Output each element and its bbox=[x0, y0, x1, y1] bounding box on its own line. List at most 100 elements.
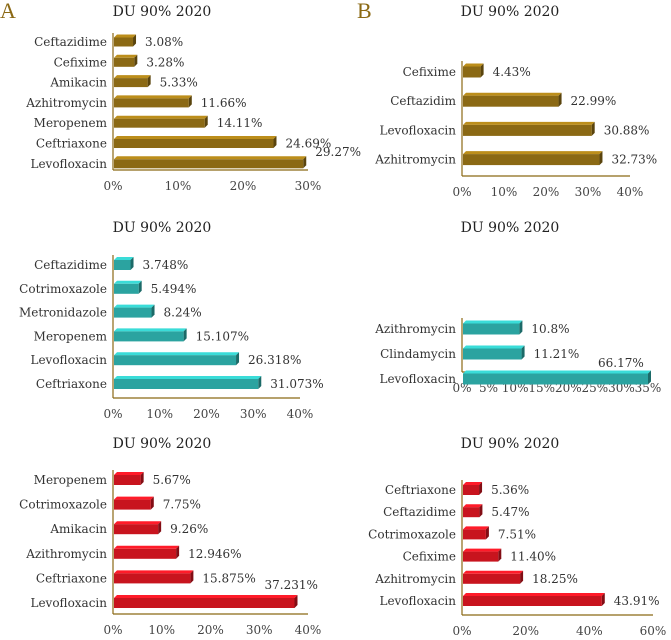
chart-1-category-label: Azhitromycin bbox=[374, 153, 456, 167]
chart-0-bar-side bbox=[273, 136, 277, 148]
chart-4-tick-label: 30% bbox=[246, 623, 273, 637]
chart-2-bar bbox=[114, 331, 184, 342]
chart-3-category-label: Azithromycin bbox=[374, 322, 456, 336]
chart-4-tick-label: 10% bbox=[148, 623, 175, 637]
chart-3-value-label: 66.17% bbox=[598, 356, 644, 370]
chart-1-bar-side bbox=[599, 151, 603, 166]
chart-2-value-label: 8.24% bbox=[164, 306, 202, 320]
chart-3-value-label: 10.8% bbox=[531, 322, 569, 336]
chart-5-bar-side bbox=[520, 570, 524, 584]
chart-0-bar bbox=[114, 37, 134, 47]
chart-0-value-label: 24.69% bbox=[285, 137, 331, 151]
chart-0-value-label: 11.66% bbox=[201, 96, 247, 110]
chart-5-tick-label: 60% bbox=[640, 624, 667, 638]
chart-1-tick-label: 30% bbox=[575, 185, 602, 199]
chart-2-category-label: Meropenem bbox=[34, 329, 108, 343]
chart-2-tick-label: 40% bbox=[287, 407, 314, 421]
chart-5-bar-top bbox=[463, 570, 524, 574]
chart-0-bar bbox=[114, 139, 274, 148]
chart-4-category-label: Ceftriaxone bbox=[36, 571, 107, 585]
chart-2-tick-label: 20% bbox=[193, 407, 220, 421]
chart-4-value-label: 12.946% bbox=[188, 547, 241, 561]
chart-2-value-label: 5.494% bbox=[151, 282, 197, 296]
chart-1-tick-label: 20% bbox=[533, 185, 560, 199]
chart-3-title: DU 90% 2020 bbox=[461, 220, 560, 236]
chart-5-bar-side bbox=[485, 526, 489, 540]
chart-0-bar-top bbox=[114, 156, 307, 160]
chart-4-bar-side bbox=[158, 521, 162, 535]
chart-2-category-label: Ceftazidime bbox=[34, 258, 107, 272]
chart-0-category-label: Meropenem bbox=[34, 116, 108, 130]
chart-3-bar-side bbox=[519, 320, 523, 335]
chart-3-bar-side bbox=[521, 345, 525, 360]
chart-5-bar-top bbox=[463, 526, 489, 530]
chart-2-value-label: 31.073% bbox=[270, 377, 323, 391]
chart-4-category-label: Cotrimoxazole bbox=[19, 498, 107, 512]
chart-2-bar-top bbox=[114, 257, 134, 260]
chart-5-tick-label: 0% bbox=[452, 624, 471, 638]
chart-4-category-label: Azithromycin bbox=[25, 547, 107, 561]
chart-4-value-label: 7.75% bbox=[163, 498, 201, 512]
chart-0-value-label: 3.28% bbox=[146, 55, 184, 69]
chart-4-bar-top bbox=[114, 545, 180, 549]
chart-0-tick-label: 30% bbox=[295, 179, 322, 193]
chart-4-category-label: Meropenem bbox=[34, 473, 108, 487]
chart-1-tick-label: 40% bbox=[617, 185, 644, 199]
chart-3-bar-top bbox=[463, 320, 523, 324]
chart-0-bar-side bbox=[188, 95, 192, 108]
chart-2-value-label: 15.107% bbox=[196, 329, 249, 343]
chart-0-bar-top bbox=[114, 75, 151, 79]
chart-3-bar bbox=[463, 348, 522, 360]
chart-5-bar bbox=[463, 573, 521, 584]
chart-3-bar bbox=[463, 373, 648, 385]
chart-1-bar-top bbox=[463, 151, 603, 155]
chart-1-tick-label: 10% bbox=[491, 185, 518, 199]
chart-5-bar-side bbox=[498, 548, 502, 562]
chart-4-tick-label: 20% bbox=[197, 623, 224, 637]
chart-5-bar-top bbox=[463, 504, 483, 508]
chart-0-title: DU 90% 2020 bbox=[113, 4, 212, 20]
chart-0-category-label: Ceftriaxone bbox=[36, 137, 107, 151]
chart-4-bar-side bbox=[150, 496, 154, 510]
chart-1-value-label: 4.43% bbox=[493, 65, 531, 79]
chart-5-tick-label: 20% bbox=[512, 624, 539, 638]
chart-1-tick-label: 0% bbox=[452, 185, 471, 199]
chart-0-category-label: Ceftazidime bbox=[34, 35, 107, 49]
chart-4-bar-top bbox=[114, 595, 298, 598]
chart-3-bar-top bbox=[463, 345, 525, 349]
panel-label-a: A bbox=[0, 0, 16, 23]
chart-1-category-label: Ceftazidim bbox=[390, 94, 456, 108]
chart-4-title: DU 90% 2020 bbox=[113, 436, 212, 452]
chart-4-bar-top bbox=[114, 570, 194, 574]
chart-5-category-label: Cotrimoxazole bbox=[368, 527, 456, 541]
chart-4-bar-side bbox=[294, 595, 298, 608]
chart-2-bar-side bbox=[151, 304, 155, 318]
chart-1-bar-side bbox=[480, 63, 484, 78]
chart-5-value-label: 43.91% bbox=[614, 594, 660, 608]
chart-4-bar-top bbox=[114, 521, 162, 525]
chart-2-bar-top bbox=[114, 328, 187, 332]
chart-5-category-label: Ceftriaxone bbox=[385, 483, 456, 497]
chart-3-bar-side bbox=[648, 370, 651, 385]
chart-2-bar-side bbox=[130, 257, 134, 270]
chart-1-bar-top bbox=[463, 63, 484, 67]
chart-5-bar-side bbox=[601, 593, 605, 606]
chart-2-category-label: Metronidazole bbox=[19, 306, 107, 320]
chart-0-bar-side bbox=[133, 34, 137, 47]
chart-2-bar-side bbox=[236, 352, 240, 366]
chart-0-bar bbox=[114, 78, 148, 88]
chart-5-category-label: Levofloxacin bbox=[379, 594, 456, 608]
chart-0-value-label: 5.33% bbox=[160, 76, 198, 90]
chart-2-bar-side bbox=[138, 280, 142, 294]
chart-4-value-label: 5.67% bbox=[153, 473, 191, 487]
chart-5-value-label: 11.40% bbox=[510, 550, 556, 564]
chart-4-bar bbox=[114, 573, 191, 584]
chart-0-bar-side bbox=[204, 115, 208, 128]
chart-4-tick-label: 0% bbox=[103, 623, 122, 637]
chart-2-category-label: Levofloxacin bbox=[30, 353, 107, 367]
chart-1-bar-top bbox=[463, 121, 595, 125]
chart-1-value-label: 22.99% bbox=[571, 94, 617, 108]
chart-2-bar-top bbox=[114, 280, 142, 284]
chart-2-bar bbox=[114, 283, 139, 294]
chart-5-category-label: Azhitromycin bbox=[374, 572, 456, 586]
